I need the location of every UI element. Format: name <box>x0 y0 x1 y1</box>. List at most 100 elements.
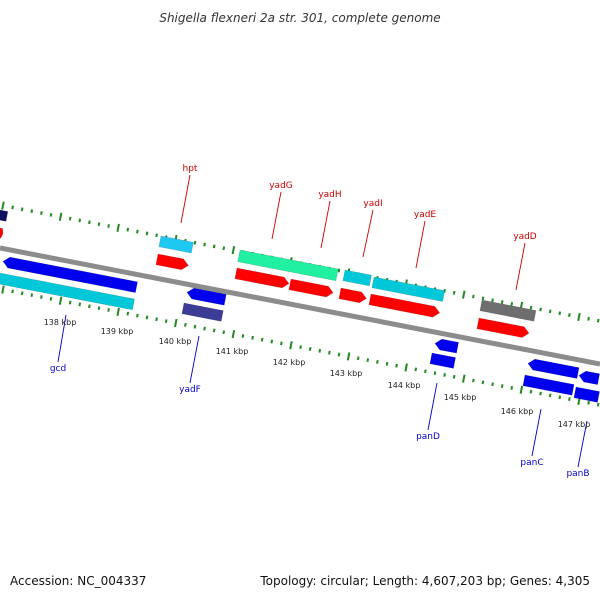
tick-label-139: 139 kbp <box>101 327 134 336</box>
inner-scale-major-tick <box>231 330 236 339</box>
gene-feature-18 <box>429 352 456 369</box>
outer-scale-dot <box>88 220 91 225</box>
gene-feature-22 <box>573 386 600 403</box>
outer-scale-dot <box>155 233 158 238</box>
genome-backbone <box>0 245 600 367</box>
gene-label-hpt: hpt <box>183 164 198 174</box>
inner-scale-dot <box>510 386 514 390</box>
gene-label-yadG: yadG <box>269 181 293 191</box>
inner-scale-dot <box>328 350 331 355</box>
outer-scale-dot <box>222 246 226 251</box>
inner-scale-dot <box>184 322 187 327</box>
outer-scale-dot <box>136 229 139 234</box>
callout-panB <box>577 420 588 468</box>
outer-scale-dot <box>337 268 341 273</box>
gene-feature-14 <box>368 293 441 318</box>
inner-scale-major-tick <box>519 385 524 394</box>
tick-label-141: 141 kbp <box>216 347 249 356</box>
inner-scale-dot <box>337 352 341 357</box>
outer-scale-dot <box>452 290 456 295</box>
tick-label-138: 138 kbp <box>44 318 77 327</box>
gene-feature-2 <box>2 256 138 293</box>
outer-scale-major-tick <box>462 290 466 299</box>
inner-scale-dot <box>30 293 34 298</box>
inner-scale-dot <box>49 296 53 301</box>
callout-yadH <box>320 200 331 249</box>
inner-scale-major-tick <box>174 318 178 328</box>
outer-scale-major-tick <box>577 312 581 322</box>
gene-label-yadI: yadI <box>363 199 382 209</box>
tick-label-140: 140 kbp <box>159 337 192 346</box>
outer-scale-major-tick <box>231 246 236 255</box>
tick-label-144: 144 kbp <box>388 381 421 390</box>
outer-scale-dot <box>481 296 485 301</box>
gene-feature-5 <box>155 253 189 271</box>
outer-scale-major-tick <box>1 201 5 210</box>
inner-scale-dot <box>20 291 24 296</box>
gene-feature-11 <box>342 269 372 287</box>
inner-scale-dot <box>145 315 149 320</box>
gene-feature-7 <box>181 302 224 322</box>
outer-scale-dot <box>68 216 72 221</box>
outer-scale-dot <box>145 231 149 236</box>
inner-scale-dot <box>97 306 101 311</box>
inner-scale-dot <box>548 393 552 398</box>
gene-feature-6 <box>186 287 227 306</box>
callout-panD <box>427 382 438 431</box>
inner-scale-dot <box>568 397 571 401</box>
outer-scale-dot <box>500 300 504 304</box>
gene-feature-16 <box>476 317 530 338</box>
inner-scale-dot <box>222 330 226 335</box>
gene-label-yadE: yadE <box>414 210 437 220</box>
outer-scale-dot <box>539 307 542 312</box>
outer-scale-dot <box>126 227 130 232</box>
outer-scale-dot <box>548 309 552 314</box>
outer-scale-dot <box>107 224 110 228</box>
gene-feature-10 <box>288 278 334 298</box>
gene-feature-13 <box>371 276 446 302</box>
inner-scale-dot <box>193 324 197 329</box>
outer-scale-major-tick <box>116 223 120 232</box>
callout-gcd <box>57 314 67 363</box>
outer-scale-dot <box>20 207 24 212</box>
outer-scale-dot <box>596 318 600 323</box>
gene-feature-12 <box>338 287 367 304</box>
callout-hpt <box>180 174 191 224</box>
outer-scale-dot <box>558 311 562 316</box>
outer-scale-dot <box>587 316 590 321</box>
outer-scale-dot <box>203 242 206 247</box>
inner-scale-dot <box>11 289 14 294</box>
inner-scale-dot <box>280 341 283 346</box>
inner-scale-dot <box>212 328 216 333</box>
inner-scale-dot <box>500 384 504 388</box>
gene-label-gcd: gcd <box>50 364 66 374</box>
inner-scale-dot <box>203 326 206 331</box>
inner-scale-dot <box>164 319 168 324</box>
outer-scale-dot <box>568 313 571 317</box>
inner-scale-major-tick <box>1 285 5 294</box>
gene-label-yadF: yadF <box>179 385 201 395</box>
inner-scale-dot <box>433 371 437 376</box>
inner-scale-dot <box>472 378 475 383</box>
inner-scale-dot <box>539 391 542 396</box>
accession-text: Accession: NC_004337 <box>10 574 146 588</box>
inner-scale-dot <box>136 313 139 318</box>
outer-scale-dot <box>49 212 53 217</box>
gene-feature-4 <box>158 235 194 254</box>
outer-scale-dot <box>491 298 494 303</box>
inner-scale-dot <box>366 358 370 363</box>
inner-scale-dot <box>318 348 322 353</box>
inner-scale-dot <box>40 295 43 299</box>
callout-yadD <box>515 242 526 291</box>
inner-scale-dot <box>414 367 418 372</box>
inner-scale-dot <box>126 311 130 316</box>
inner-scale-dot <box>587 400 590 405</box>
gene-features <box>0 209 600 403</box>
outer-scale-dot <box>529 305 533 310</box>
inner-scale-dot <box>356 356 360 361</box>
inner-scale-dot <box>88 304 91 309</box>
inner-scale-dot <box>78 302 82 307</box>
inner-scale-dot <box>251 335 254 340</box>
tick-label-142: 142 kbp <box>273 358 306 367</box>
inner-scale-dot <box>68 300 72 305</box>
